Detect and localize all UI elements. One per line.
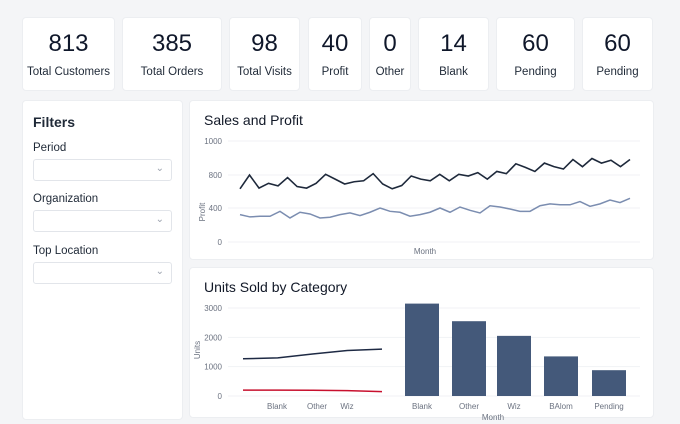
x-axis-label: Month xyxy=(414,247,436,256)
y-tick-label: 800 xyxy=(209,171,223,180)
chart-title: Units Sold by Category xyxy=(204,279,348,295)
x-tick-label: Pending xyxy=(594,402,623,411)
organization-select[interactable]: ⌄ xyxy=(33,210,172,232)
bar xyxy=(544,356,578,396)
y-tick-label: 400 xyxy=(209,204,223,213)
kpi-value: 813 xyxy=(48,30,89,57)
x-axis-label: Month xyxy=(482,413,504,422)
kpi-card: 98 Total Visits xyxy=(229,17,300,91)
kpi-label: Other xyxy=(375,66,405,78)
kpi-label: Total Visits xyxy=(237,66,292,78)
kpi-label: Blank xyxy=(439,66,468,78)
bar xyxy=(497,335,531,396)
x-tick-label: Other xyxy=(459,402,479,411)
top-location-label: Top Location xyxy=(33,245,99,257)
filters-title: Filters xyxy=(33,114,76,130)
kpi-label: Total Orders xyxy=(140,66,204,78)
kpi-card: 60 Pending xyxy=(496,17,575,91)
kpi-card: 385 Total Orders xyxy=(122,17,222,91)
x-tick-label: Wiz xyxy=(340,402,353,411)
y-axis-label: Profit xyxy=(198,202,207,221)
chevron-down-icon: ⌄ xyxy=(155,163,164,174)
chevron-down-icon: ⌄ xyxy=(155,214,164,225)
y-tick-label: 1000 xyxy=(204,137,222,146)
period-select[interactable]: ⌄ xyxy=(33,159,172,181)
filters-panel: Filters Period ⌄ Organization ⌄ Top Loca… xyxy=(22,100,183,420)
y-tick-label: 3000 xyxy=(204,304,222,313)
bar xyxy=(592,370,626,396)
top-location-select[interactable]: ⌄ xyxy=(33,262,172,284)
period-label: Period xyxy=(33,142,67,154)
bar xyxy=(405,303,439,396)
x-tick-label: Blank xyxy=(267,402,288,411)
x-tick-label: Other xyxy=(307,402,327,411)
kpi-value: 40 xyxy=(321,30,349,57)
series-line xyxy=(239,197,631,219)
kpi-card: 14 Blank xyxy=(418,17,489,91)
chevron-down-icon: ⌄ xyxy=(155,266,164,277)
kpi-label: Profit xyxy=(321,66,349,78)
y-tick-label: 0 xyxy=(218,238,223,247)
kpi-value: 14 xyxy=(440,30,467,57)
kpi-label: Total Customers xyxy=(26,66,111,78)
kpi-label: Pending xyxy=(596,66,639,78)
kpi-value: 60 xyxy=(604,30,631,57)
organization-label: Organization xyxy=(33,193,99,205)
kpi-value: 385 xyxy=(151,30,193,57)
y-tick-label: 1000 xyxy=(204,363,222,372)
chart-title: Sales and Profit xyxy=(204,112,303,128)
y-tick-label: 0 xyxy=(218,392,223,401)
kpi-value: 98 xyxy=(251,30,278,57)
kpi-value: 60 xyxy=(522,30,549,57)
y-tick-label: 2000 xyxy=(204,333,222,342)
kpi-card: 40 Profit xyxy=(308,17,362,91)
kpi-label: Pending xyxy=(514,66,557,78)
series-line xyxy=(243,389,383,393)
x-tick-label: BAlom xyxy=(549,402,573,411)
y-axis-label: Units xyxy=(193,341,202,359)
kpi-value: 0 xyxy=(383,30,397,57)
kpi-card: 813 Total Customers xyxy=(22,17,115,91)
x-tick-label: Wiz xyxy=(507,402,520,411)
kpi-card: 0 Other xyxy=(369,17,411,91)
kpi-card: 60 Pending xyxy=(582,17,653,91)
series-line xyxy=(242,348,383,360)
x-tick-label: Blank xyxy=(412,402,433,411)
bar xyxy=(452,321,486,396)
series-line xyxy=(239,157,631,190)
